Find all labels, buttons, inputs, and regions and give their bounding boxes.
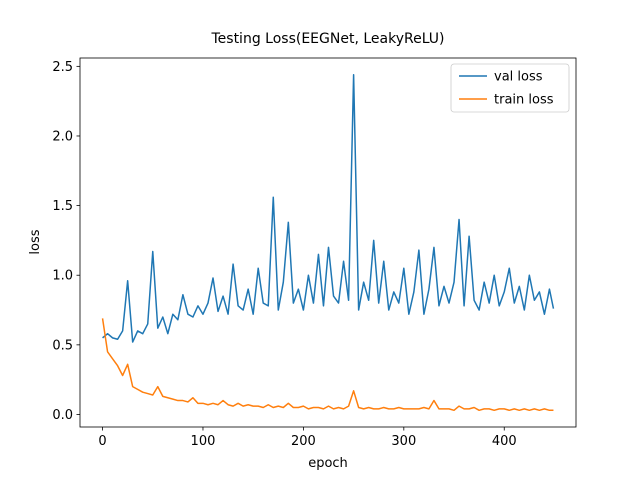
y-tick-label: 1.0 — [52, 269, 73, 284]
x-tick-label: 300 — [391, 434, 416, 449]
y-tick-label: 0.5 — [52, 338, 73, 353]
axes-frame — [79, 57, 577, 428]
legend-label: val loss — [494, 70, 543, 85]
y-tick-label: 2.0 — [52, 129, 73, 144]
chart-title: Testing Loss(EEGNet, LeakyReLU) — [210, 31, 444, 47]
x-tick-label: 100 — [191, 434, 216, 449]
y-tick-label: 1.5 — [52, 199, 73, 214]
series-line — [101, 318, 554, 412]
x-axis-label: epoch — [308, 456, 348, 471]
series-line — [102, 73, 555, 343]
x-tick-label: 0 — [98, 434, 106, 449]
y-tick-label: 2.5 — [52, 60, 73, 75]
x-tick-label: 200 — [291, 434, 316, 449]
y-axis-label: loss — [28, 229, 43, 254]
y-tick-label: 0.0 — [52, 408, 73, 423]
x-tick-label: 400 — [492, 434, 517, 449]
legend-label: train loss — [494, 93, 554, 108]
